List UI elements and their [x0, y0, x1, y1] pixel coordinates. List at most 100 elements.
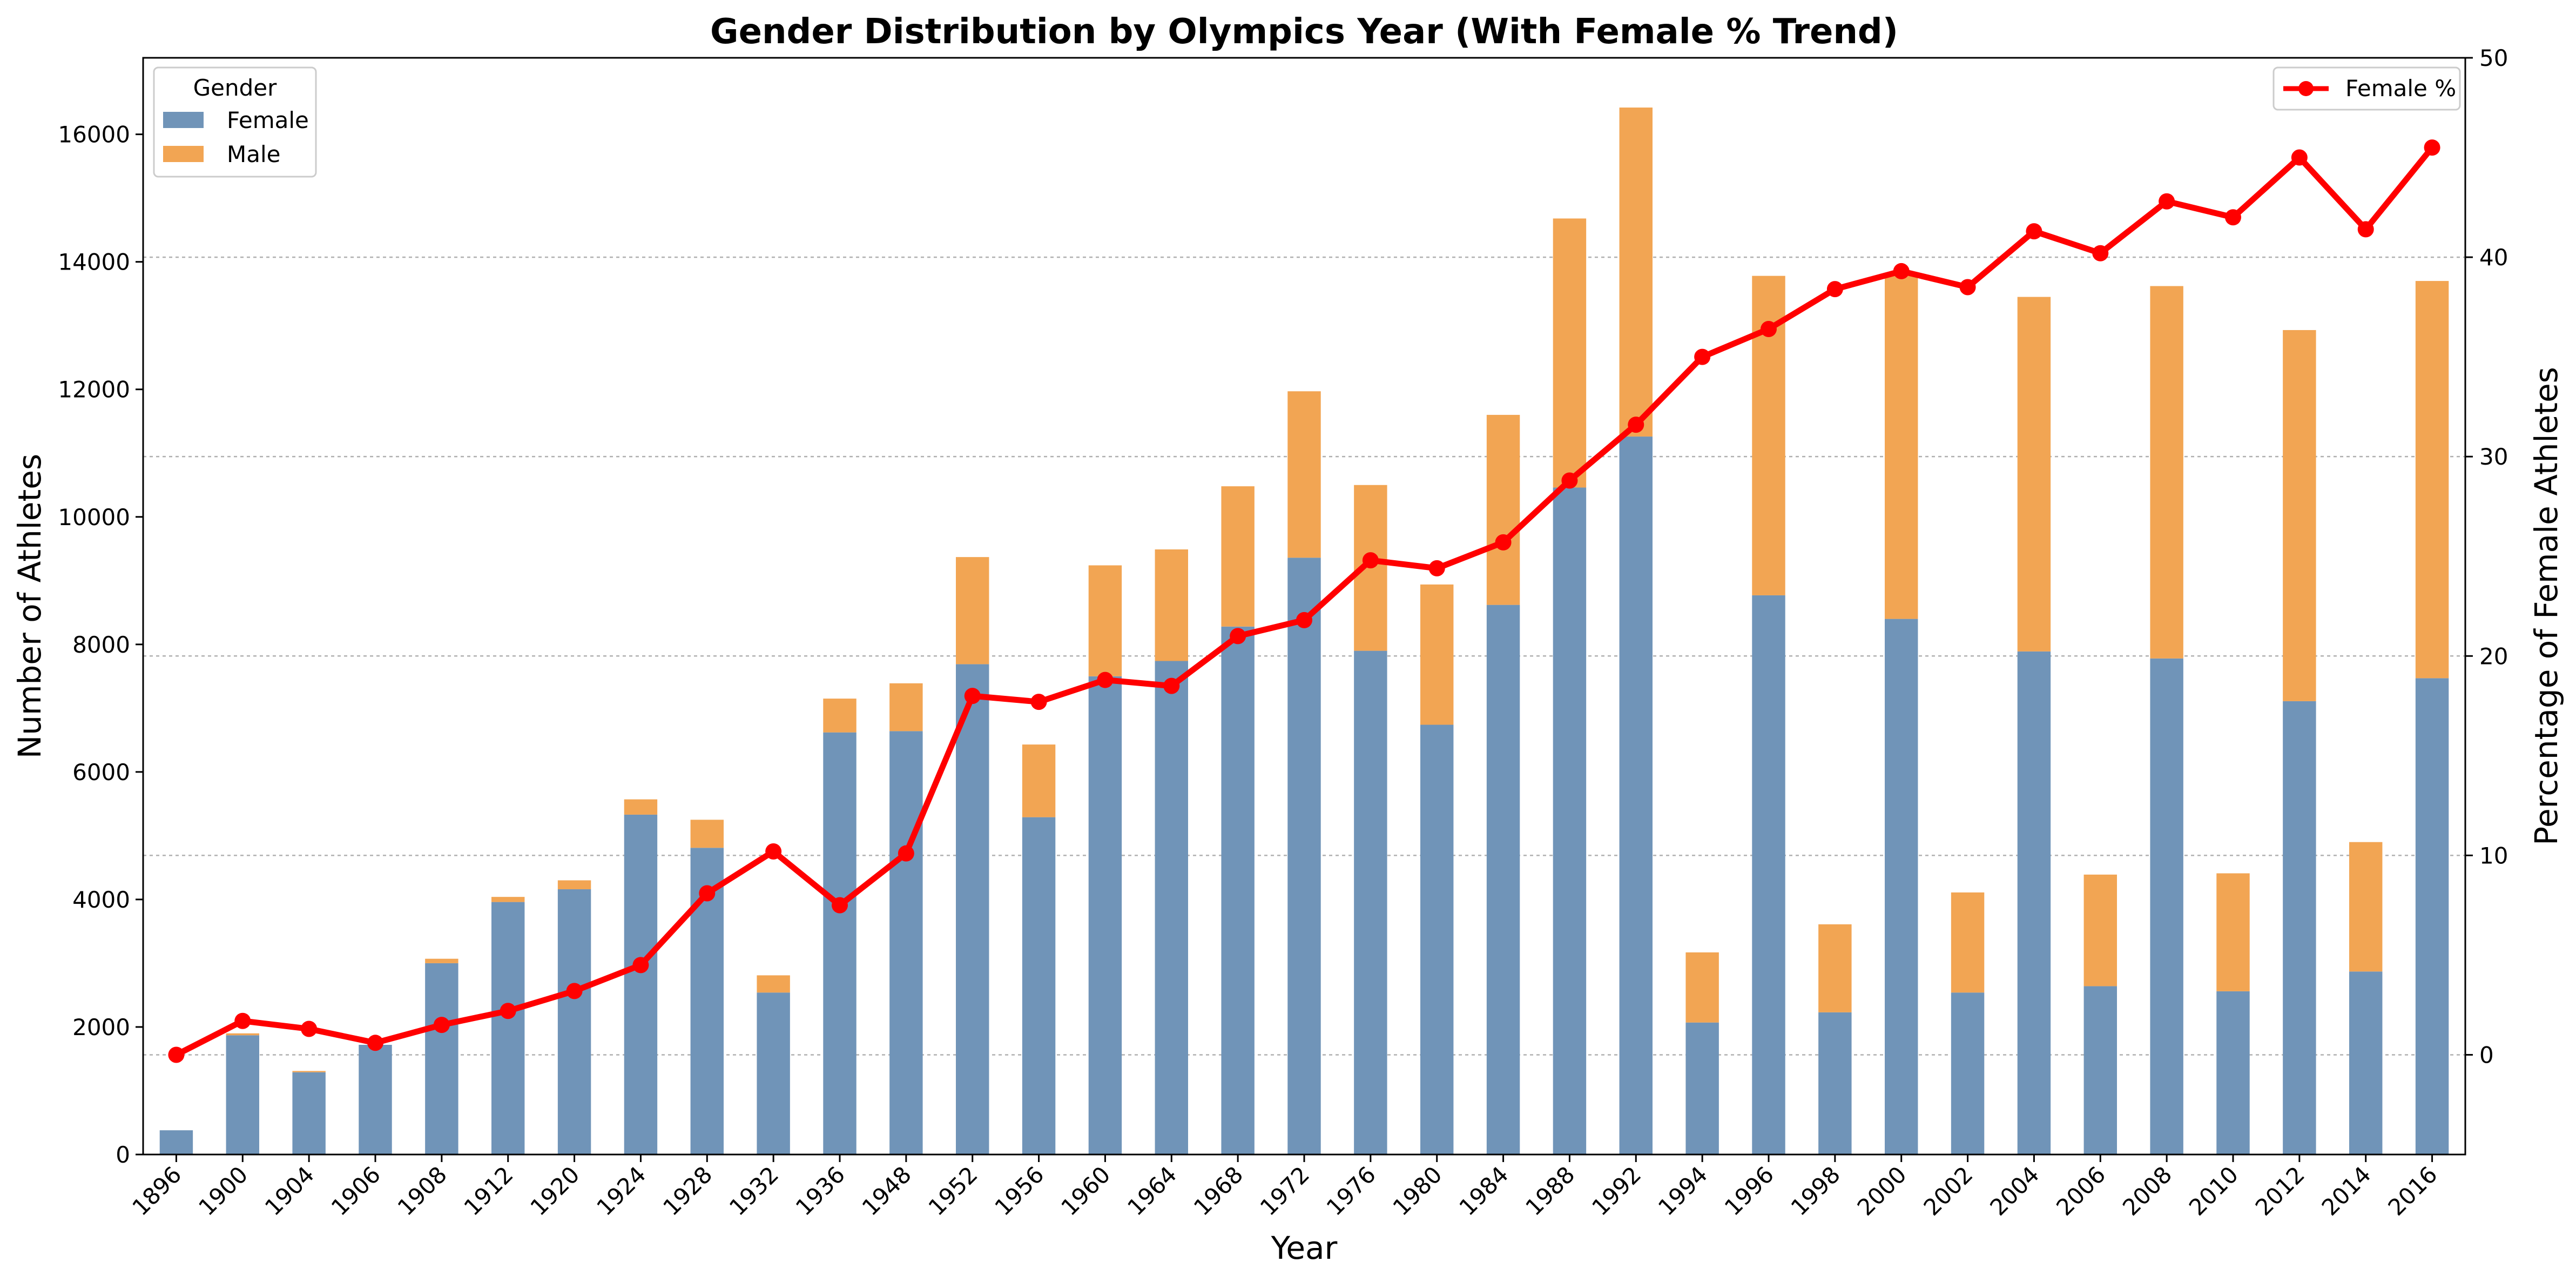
- x-tick-label: 2006: [2051, 1161, 2110, 1220]
- female-percent-point: [433, 1017, 450, 1033]
- bar-male: [1420, 584, 1454, 725]
- bar-female: [1619, 437, 1653, 1155]
- female-percent-point: [2357, 221, 2374, 238]
- female-percent-point: [1761, 320, 1777, 337]
- x-tick-label: 1980: [1388, 1161, 1447, 1220]
- x-tick-label: 1920: [525, 1161, 584, 1220]
- bar-male: [226, 1033, 259, 1036]
- female-percent-point: [1694, 348, 1711, 365]
- x-tick-label: 2008: [2118, 1161, 2177, 1220]
- bar-male: [956, 557, 989, 665]
- female-percent-point: [367, 1035, 383, 1051]
- bar-female: [491, 902, 525, 1155]
- bar-female: [1685, 1022, 1719, 1155]
- y2-tick-label: 30: [2479, 444, 2508, 470]
- female-percent-point: [2291, 149, 2308, 166]
- bar-male: [624, 799, 658, 815]
- female-percent-point: [1495, 534, 1512, 551]
- x-tick-label: 1964: [1122, 1161, 1182, 1220]
- y-tick-label: 12000: [58, 377, 130, 403]
- bar-female: [292, 1072, 326, 1155]
- y-tick-label: 14000: [58, 249, 130, 276]
- x-tick-label: 1924: [591, 1161, 651, 1220]
- x-tick-label: 1912: [459, 1161, 518, 1220]
- bar-female: [956, 664, 989, 1155]
- female-percent-point: [1959, 279, 1976, 296]
- female-percent-point: [500, 1003, 516, 1019]
- x-tick-label: 1928: [658, 1161, 717, 1220]
- female-percent-point: [1628, 417, 1644, 433]
- bar-male: [2150, 286, 2183, 659]
- y-tick-label: 8000: [72, 632, 130, 658]
- bar-male: [1818, 924, 1852, 1012]
- bar-female: [2415, 678, 2449, 1155]
- bar-female: [1354, 650, 1387, 1155]
- x-tick-label: 1904: [260, 1161, 319, 1220]
- x-tick-label: 1988: [1520, 1161, 1580, 1220]
- bar-female: [2283, 701, 2316, 1155]
- y2-tick-label: 10: [2479, 842, 2508, 869]
- female-percent-point: [301, 1021, 318, 1037]
- bar-male: [1287, 391, 1321, 558]
- bar-female: [1287, 558, 1321, 1155]
- female-percent-point: [964, 688, 981, 704]
- x-tick-label: 1976: [1321, 1161, 1381, 1220]
- bar-female: [889, 731, 923, 1155]
- legend-label-female-percent: Female %: [2345, 75, 2456, 102]
- y-tick-label: 0: [116, 1142, 130, 1168]
- bar-male: [757, 975, 790, 993]
- x-tick-label: 2000: [1852, 1161, 1912, 1220]
- female-percent-point: [699, 885, 716, 902]
- bar-female: [1951, 992, 1985, 1155]
- bar-male: [1951, 892, 1985, 993]
- y-tick-label: 16000: [58, 122, 130, 148]
- bar-female: [1221, 626, 1255, 1155]
- y2-tick-label: 20: [2479, 643, 2508, 669]
- female-percent-point: [566, 983, 583, 999]
- female-percent-line: [168, 139, 2440, 1063]
- bar-male: [1221, 486, 1255, 627]
- legend-title: Gender: [193, 75, 278, 101]
- female-percent-point: [1561, 472, 1578, 489]
- female-percent-point: [168, 1046, 185, 1063]
- bar-male: [1619, 108, 1653, 437]
- bar-male: [557, 880, 591, 890]
- bar-male: [1088, 565, 1122, 676]
- y-axis-label: Number of Athletes: [11, 454, 48, 759]
- bar-female: [2017, 651, 2051, 1155]
- bar-female: [226, 1035, 259, 1155]
- female-percent-point: [1826, 281, 1843, 298]
- bar-male: [1022, 744, 1056, 817]
- female-percent-point: [1097, 672, 1114, 688]
- bar-female: [823, 732, 857, 1155]
- bar-female: [425, 963, 458, 1155]
- y-tick-label: 6000: [72, 759, 130, 786]
- bar-female: [1885, 619, 1918, 1155]
- female-percent-point: [832, 897, 848, 914]
- bar-series: [159, 108, 2449, 1155]
- bar-female: [557, 889, 591, 1155]
- bar-male: [1155, 549, 1188, 661]
- bar-female: [624, 814, 658, 1155]
- x-tick-label: 1936: [791, 1161, 850, 1220]
- x-tick-label: 2014: [2317, 1161, 2376, 1220]
- bar-male: [1685, 952, 1719, 1023]
- x-tick-label: 1992: [1587, 1161, 1646, 1220]
- bar-male: [1885, 273, 1918, 619]
- bar-female: [1486, 605, 1520, 1155]
- female-percent-point: [898, 845, 914, 862]
- female-percent-point: [2225, 209, 2241, 226]
- bar-male: [889, 683, 923, 731]
- y-tick-label: 4000: [72, 887, 130, 913]
- bar-male: [1553, 218, 1587, 488]
- bar-male: [823, 699, 857, 733]
- x-tick-label: 1984: [1454, 1161, 1513, 1220]
- female-percent-point: [1296, 612, 1312, 628]
- x-tick-label: 1908: [393, 1161, 452, 1220]
- bar-female: [1155, 661, 1188, 1155]
- bar-female: [757, 992, 790, 1155]
- legend-box: [2272, 66, 2461, 111]
- x-tick-label: 1968: [1189, 1161, 1248, 1220]
- x-tick-label: 2004: [1985, 1161, 2044, 1220]
